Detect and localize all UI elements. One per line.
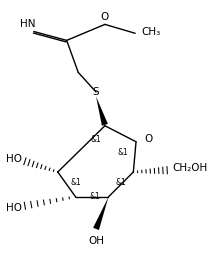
Text: OH: OH — [88, 236, 104, 246]
Text: &1: &1 — [90, 192, 101, 201]
Text: HO: HO — [6, 154, 22, 164]
Text: CH₂OH: CH₂OH — [172, 163, 208, 173]
Text: O: O — [101, 12, 109, 22]
Text: CH₃: CH₃ — [141, 27, 161, 37]
Text: &1: &1 — [91, 135, 101, 144]
Text: HO: HO — [6, 203, 22, 213]
Text: &1: &1 — [70, 178, 81, 187]
Polygon shape — [93, 197, 108, 230]
Text: &1: &1 — [116, 178, 126, 187]
Polygon shape — [96, 96, 108, 126]
Text: &1: &1 — [117, 148, 128, 157]
Text: S: S — [93, 87, 99, 97]
Text: HN: HN — [20, 19, 35, 29]
Text: O: O — [144, 134, 152, 144]
